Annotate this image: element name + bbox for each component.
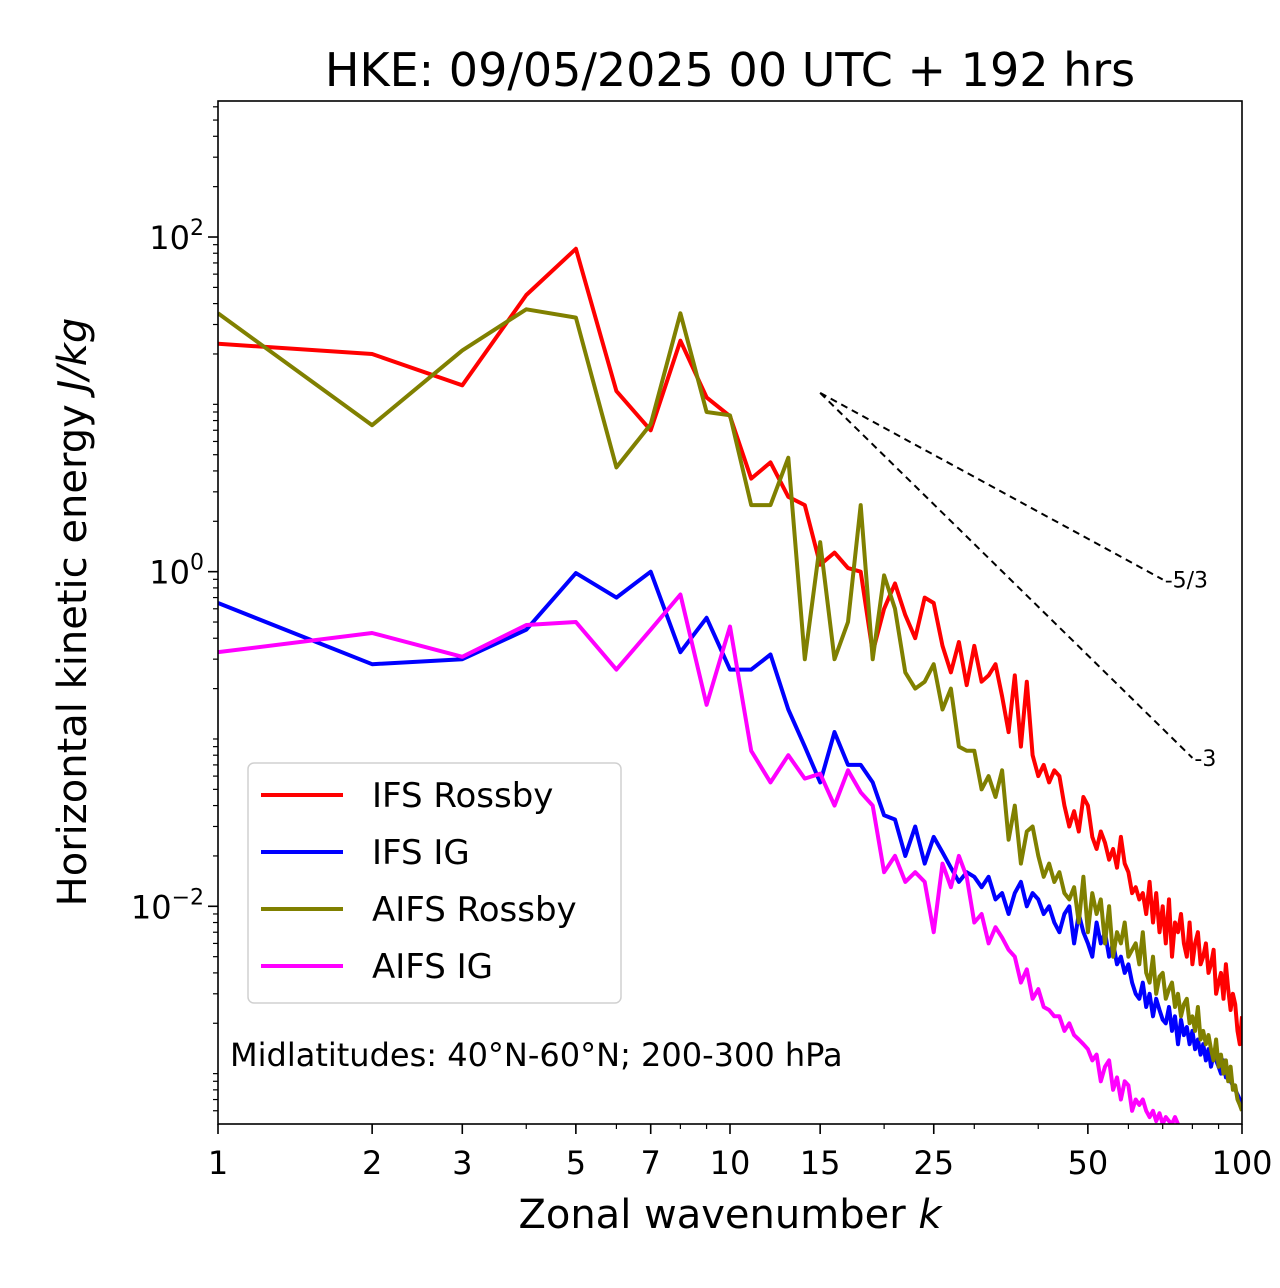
- y-tick-label-exponent: −2: [172, 885, 204, 910]
- y-tick-label-base: 10: [131, 888, 172, 926]
- series-line: [218, 569, 1242, 1112]
- y-tick-label-exponent: 0: [190, 551, 204, 576]
- chart-title: HKE: 09/05/2025 00 UTC + 192 hrs: [325, 43, 1135, 97]
- region-annotation: Midlatitudes: 40°N-60°N; 200-300 hPa: [230, 1036, 843, 1074]
- series-line: [218, 307, 1242, 1112]
- x-tick-label: 50: [1068, 1144, 1109, 1182]
- legend-label: AIFS Rossby: [372, 890, 577, 930]
- x-tick-label: 7: [641, 1144, 661, 1182]
- x-tick-label: 10: [710, 1144, 751, 1182]
- x-axis-label-main: Zonal wavenumber: [518, 1192, 918, 1238]
- reference-line-label: -5/3: [1165, 569, 1208, 594]
- y-tick-label: 100: [149, 551, 204, 592]
- x-tick-label: 1: [208, 1144, 228, 1182]
- x-tick-label: 15: [800, 1144, 841, 1182]
- y-tick-label-base: 10: [149, 219, 190, 257]
- series-lines: [218, 246, 1242, 1124]
- y-axis-label-unit: J/kg: [50, 318, 96, 399]
- plot-frame: [217, 100, 1243, 1125]
- reference-line: [819, 392, 1164, 581]
- x-tick-label: 2: [362, 1144, 382, 1182]
- x-tick-label: 3: [452, 1144, 472, 1182]
- x-axis-label-var: k: [918, 1192, 943, 1238]
- y-axis-label-main: Horizontal kinetic energy: [50, 392, 96, 907]
- x-tick-label: 5: [566, 1144, 586, 1182]
- y-tick-label: 102: [149, 216, 204, 257]
- legend: IFS Rossby IFS IG AIFS Rossby AIFS IG: [247, 762, 622, 1004]
- x-axis-label: Zonal wavenumber k: [518, 1192, 943, 1238]
- y-tick-label-base: 10: [149, 554, 190, 592]
- legend-label: IFS IG: [372, 833, 470, 873]
- series-line: [218, 592, 1180, 1124]
- y-tick-label: 10−2: [131, 885, 204, 926]
- x-tick-label: 100: [1211, 1144, 1272, 1182]
- reference-line-label: -3: [1194, 747, 1216, 772]
- legend-label: AIFS IG: [372, 947, 493, 987]
- reference-slope-lines: [819, 392, 1194, 759]
- legend-frame: [247, 762, 622, 1004]
- y-axis-label: Horizontal kinetic energy J/kg: [50, 318, 96, 907]
- legend-label: IFS Rossby: [372, 776, 553, 816]
- y-tick-label-exponent: 2: [190, 216, 204, 241]
- x-tick-label: 25: [913, 1144, 954, 1182]
- reference-line: [819, 392, 1194, 759]
